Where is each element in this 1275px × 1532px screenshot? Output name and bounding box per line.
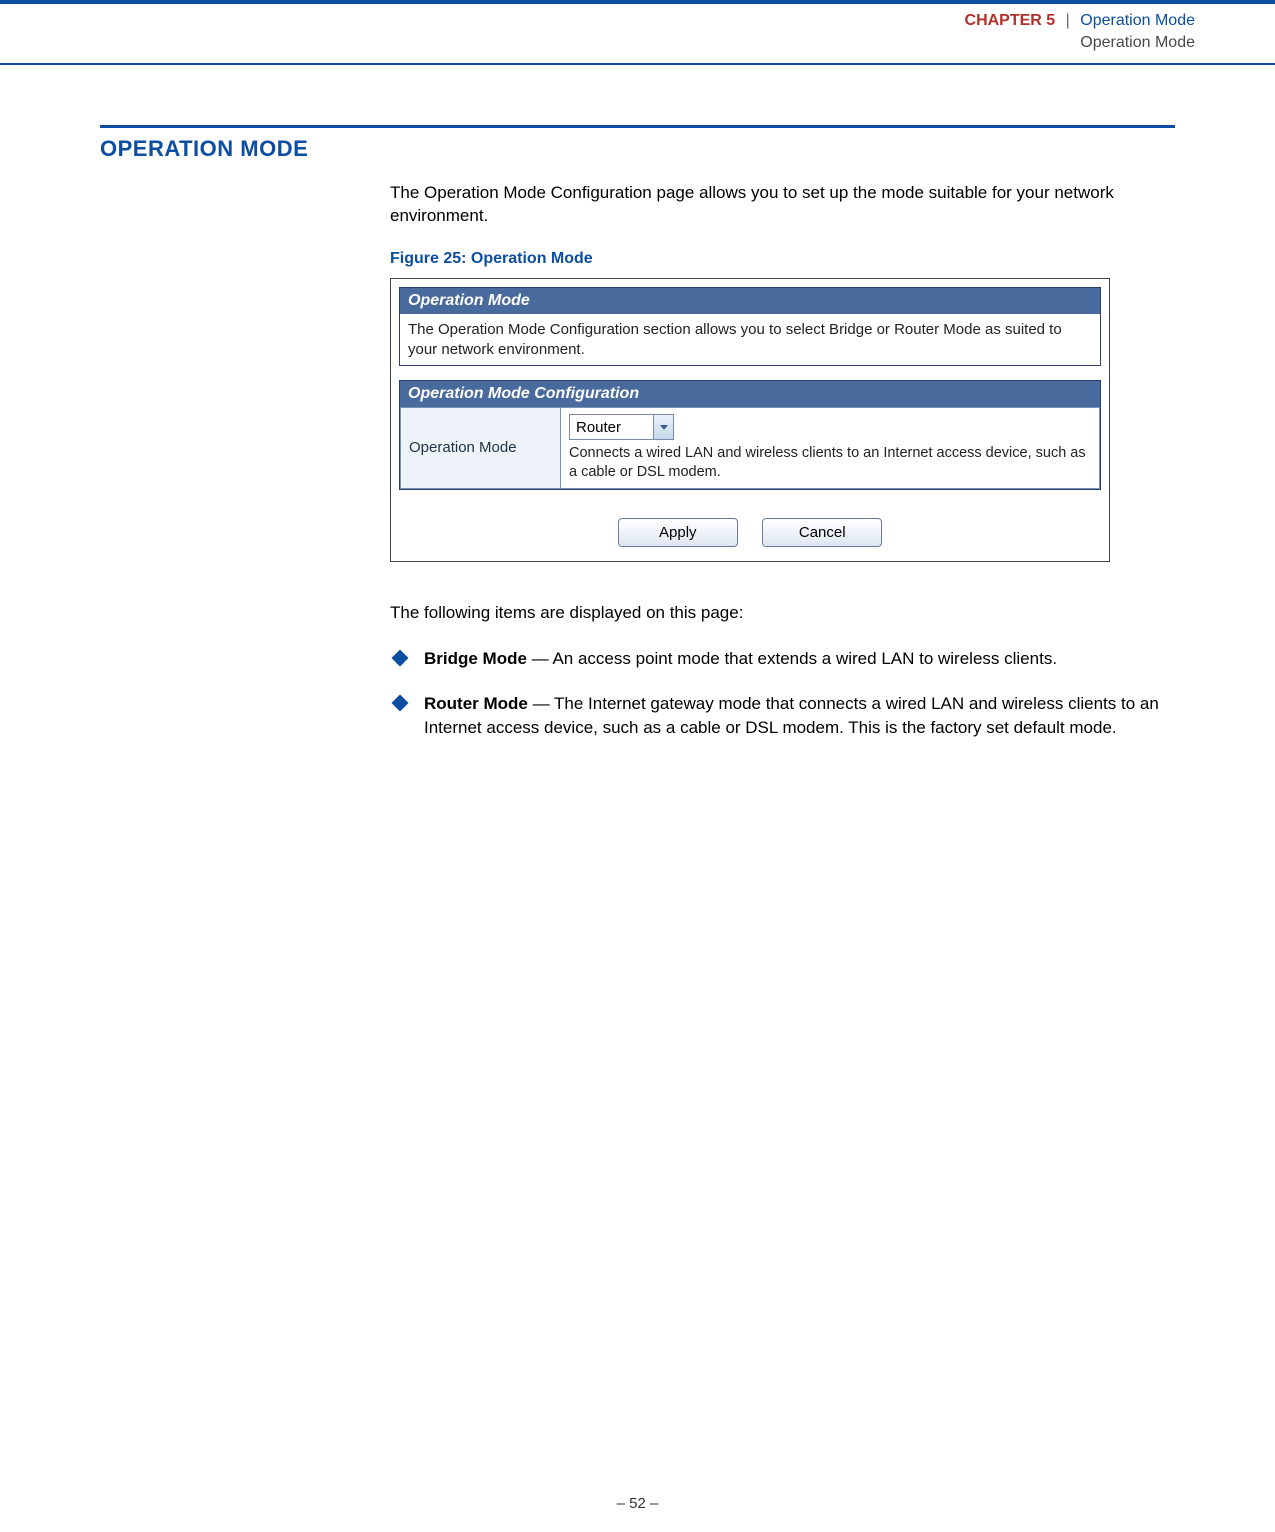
bullet-list: Bridge Mode — An access point mode that … — [390, 647, 1170, 740]
page-number: – 52 – — [617, 1495, 659, 1512]
config-row-value: Router Connects a wired LAN and wireless… — [561, 408, 1100, 489]
config-table: Operation Mode Router Connects a wired L… — [400, 407, 1100, 489]
chapter-title: Operation Mode — [1080, 12, 1195, 29]
panel-title: Operation Mode — [400, 288, 1100, 314]
apply-button[interactable]: Apply — [618, 518, 738, 547]
bullet-term: Bridge Mode — [424, 649, 527, 668]
button-row: Apply Cancel — [399, 504, 1101, 553]
section-heading: OPERATION MODE — [100, 136, 1175, 162]
section-rule — [100, 125, 1175, 128]
page-header: CHAPTER 5 | Operation Mode Operation Mod… — [0, 4, 1275, 65]
panel-operation-mode: Operation Mode The Operation Mode Config… — [399, 287, 1101, 366]
diamond-icon — [392, 695, 409, 712]
intro-paragraph: The Operation Mode Configuration page al… — [390, 182, 1170, 228]
list-item: Bridge Mode — An access point mode that … — [390, 647, 1170, 671]
header-separator: | — [1060, 12, 1076, 29]
chapter-label: CHAPTER 5 — [965, 12, 1056, 29]
diamond-icon — [392, 649, 409, 666]
operation-mode-select[interactable]: Router — [569, 414, 674, 440]
panel-body-text: The Operation Mode Configuration section… — [400, 314, 1100, 365]
panel-config-title: Operation Mode Configuration — [400, 381, 1100, 407]
bullet-text: — An access point mode that extends a wi… — [527, 649, 1057, 668]
select-dropdown-button[interactable] — [653, 415, 673, 439]
config-row-label: Operation Mode — [401, 408, 561, 489]
bullet-term: Router Mode — [424, 694, 528, 713]
items-intro: The following items are displayed on thi… — [390, 602, 1170, 625]
chapter-subtitle: Operation Mode — [965, 32, 1195, 54]
select-value-text: Router — [570, 419, 653, 436]
panel-operation-mode-config: Operation Mode Configuration Operation M… — [399, 380, 1101, 490]
cancel-button[interactable]: Cancel — [762, 518, 882, 547]
select-description: Connects a wired LAN and wireless client… — [569, 444, 1091, 482]
table-row: Operation Mode Router Connects a wired L… — [401, 408, 1100, 489]
list-item: Router Mode — The Internet gateway mode … — [390, 692, 1170, 740]
chevron-down-icon — [660, 425, 668, 430]
bullet-text: — The Internet gateway mode that connect… — [424, 694, 1159, 737]
page-footer: – 52 – — [0, 1495, 1275, 1512]
figure-caption: Figure 25: Operation Mode — [390, 250, 1170, 268]
figure-screenshot: Operation Mode The Operation Mode Config… — [390, 278, 1110, 562]
